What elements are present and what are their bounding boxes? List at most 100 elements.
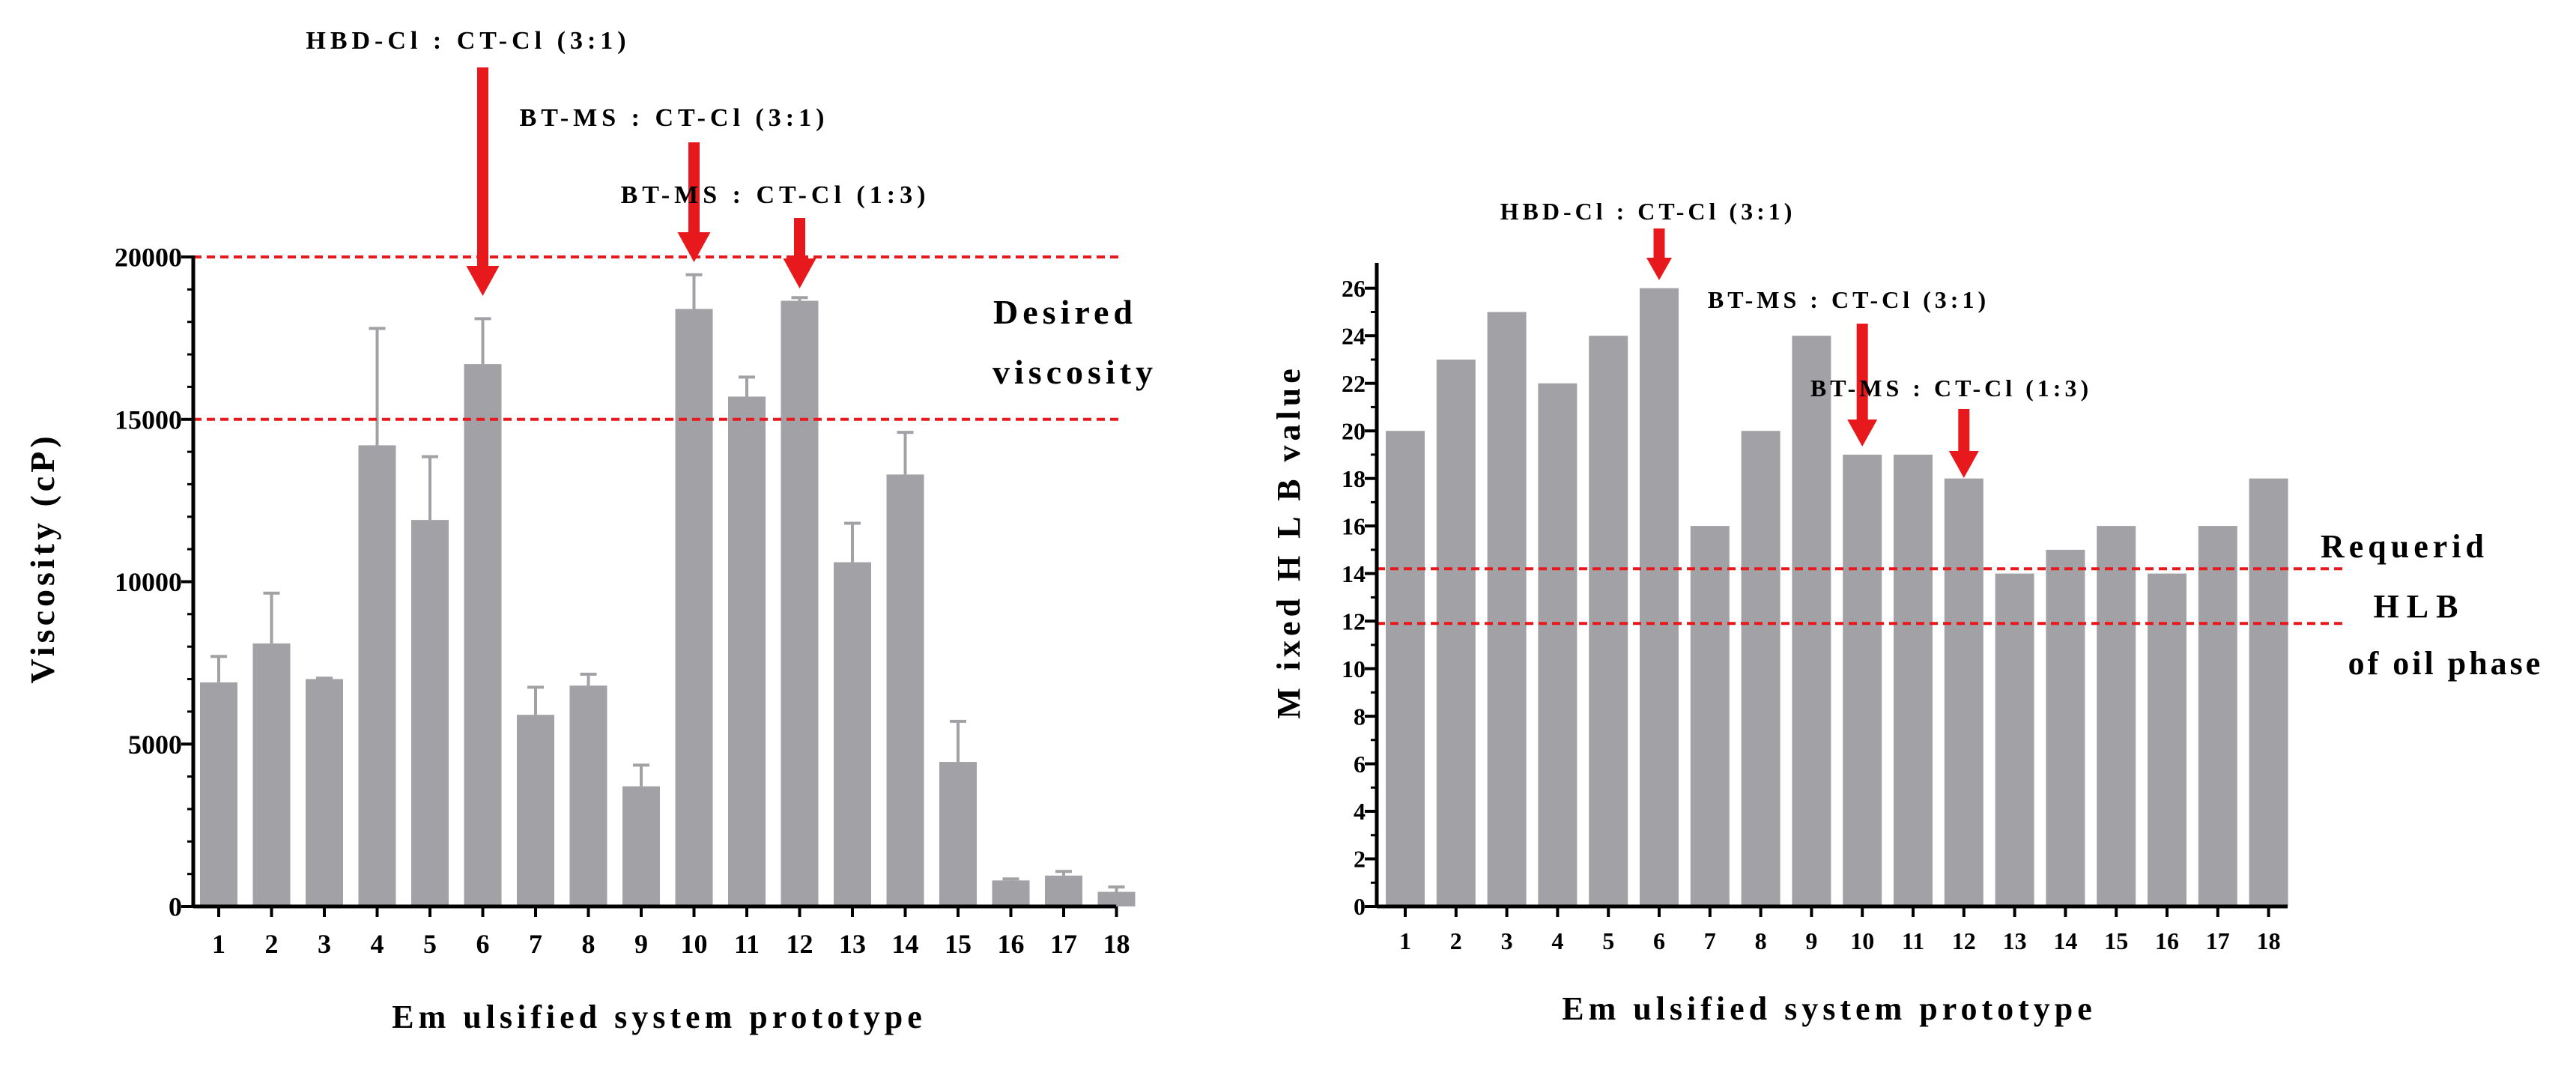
viscosity-x-tick-label: 8 <box>582 929 595 959</box>
hlb-annotation-arrow-head <box>1646 258 1672 280</box>
viscosity-x-tick-label: 13 <box>839 929 866 959</box>
viscosity-bar <box>781 300 819 906</box>
hlb-bar <box>2097 526 2136 906</box>
hlb-x-tick-label: 15 <box>2104 927 2128 954</box>
hlb-y-tick-label: 4 <box>1354 798 1366 825</box>
hlb-y-tick-label: 8 <box>1354 703 1366 730</box>
hlb-bar <box>1792 336 1831 906</box>
hlb-y-tick-label: 12 <box>1342 608 1366 635</box>
viscosity-annotation-label: BT-MS : CT-Cl (3:1) <box>520 104 829 132</box>
viscosity-annotation-arrow-head <box>783 258 816 288</box>
hlb-y-tick-label: 26 <box>1342 275 1366 302</box>
viscosity-annotation-label: HBD-Cl : CT-Cl (3:1) <box>306 27 630 55</box>
viscosity-x-tick-label: 12 <box>787 929 813 959</box>
hlb-bar <box>2148 573 2186 906</box>
viscosity-bar <box>992 880 1030 906</box>
viscosity-y-tick-label: 0 <box>169 892 182 922</box>
viscosity-x-tick-label: 3 <box>318 929 331 959</box>
hlb-x-tick-label: 11 <box>1902 927 1924 954</box>
hlb-bar <box>1386 431 1425 906</box>
hlb-annotation-arrow-shaft <box>1653 228 1665 258</box>
hlb-y-tick-label: 6 <box>1354 751 1366 778</box>
hlb-bar <box>1589 336 1628 906</box>
viscosity-bar <box>675 309 713 906</box>
hlb-y-tick-label: 22 <box>1342 370 1366 397</box>
viscosity-chart: Viscosity (cP) Em ulsified system protot… <box>23 27 1157 1035</box>
hlb-x-tick-label: 14 <box>2053 927 2077 954</box>
viscosity-y-tick-label: 15000 <box>115 405 182 434</box>
hlb-x-tick-label: 13 <box>2003 927 2027 954</box>
viscosity-y-tick-label: 10000 <box>115 567 182 597</box>
hlb-annotation-arrow-head <box>1847 420 1878 446</box>
hlb-region-label-line3: of oil phase <box>2348 645 2544 682</box>
hlb-chart: M ixed H L B value Em ulsified system pr… <box>1270 198 2544 1027</box>
viscosity-bar <box>622 786 660 906</box>
viscosity-bar <box>200 682 237 906</box>
hlb-bar <box>1640 288 1679 906</box>
viscosity-x-tick-label: 5 <box>423 929 437 959</box>
hlb-bar <box>1436 360 1476 906</box>
viscosity-bar <box>306 679 343 906</box>
hlb-bar <box>2198 526 2237 906</box>
hlb-annotation-label: BT-MS : CT-Cl (3:1) <box>1708 286 1989 313</box>
hlb-y-tick-label: 24 <box>1342 322 1366 349</box>
viscosity-y-axis-title: Viscosity (cP) <box>23 432 61 683</box>
hlb-x-tick-label: 6 <box>1653 927 1665 954</box>
hlb-bar <box>1538 383 1578 906</box>
hlb-bar <box>1843 454 1882 906</box>
hlb-y-tick-label: 18 <box>1342 465 1366 492</box>
viscosity-bar <box>252 643 291 906</box>
hlb-region-label-line1: Requerid <box>2321 528 2488 565</box>
viscosity-annotation-arrow-shaft <box>688 142 700 233</box>
viscosity-x-tick-label: 11 <box>734 929 760 959</box>
viscosity-bar <box>939 762 977 906</box>
viscosity-x-tick-label: 15 <box>945 929 972 959</box>
viscosity-bar <box>834 562 871 906</box>
viscosity-bar <box>464 364 502 907</box>
hlb-x-tick-label: 5 <box>1602 927 1614 954</box>
viscosity-annotation-label: BT-MS : CT-Cl (1:3) <box>621 181 930 209</box>
hlb-x-axis-title: Em ulsified system prototype <box>1562 990 2097 1027</box>
viscosity-x-tick-label: 18 <box>1103 929 1130 959</box>
hlb-bar <box>1995 573 2034 906</box>
viscosity-bar <box>358 445 396 906</box>
viscosity-x-tick-label: 10 <box>681 929 708 959</box>
hlb-y-tick-label: 10 <box>1342 655 1366 682</box>
viscosity-annotation-arrow-head <box>466 266 500 296</box>
viscosity-region-label-line2: viscosity <box>992 353 1157 391</box>
hlb-annotation-arrow-shaft <box>1958 409 1970 452</box>
hlb-x-tick-label: 7 <box>1704 927 1716 954</box>
viscosity-annotation-arrow-head <box>677 232 711 262</box>
hlb-x-tick-label: 10 <box>1850 927 1874 954</box>
hlb-y-tick-label: 20 <box>1342 417 1366 444</box>
viscosity-bar <box>411 520 449 906</box>
hlb-bar <box>2046 549 2085 906</box>
viscosity-x-tick-label: 4 <box>371 929 384 959</box>
hlb-x-tick-label: 9 <box>1805 927 1817 954</box>
viscosity-bar <box>1097 891 1136 906</box>
viscosity-x-tick-label: 17 <box>1050 929 1077 959</box>
hlb-x-tick-label: 8 <box>1755 927 1767 954</box>
viscosity-bar <box>728 396 766 906</box>
hlb-y-axis-title: M ixed H L B value <box>1270 364 1307 718</box>
viscosity-region-label-line1: Desired <box>993 293 1137 331</box>
hlb-annotation-arrow-head <box>1948 451 1979 478</box>
hlb-x-tick-label: 18 <box>2257 927 2281 954</box>
viscosity-x-tick-label: 1 <box>212 929 225 959</box>
hlb-annotation-label: HBD-Cl : CT-Cl (3:1) <box>1500 198 1796 225</box>
hlb-x-tick-label: 1 <box>1399 927 1411 954</box>
hlb-bar <box>1741 431 1781 906</box>
hlb-y-tick-label: 2 <box>1354 846 1366 873</box>
viscosity-x-tick-label: 2 <box>265 929 279 959</box>
hlb-y-tick-label: 0 <box>1354 893 1366 920</box>
hlb-x-tick-label: 4 <box>1551 927 1563 954</box>
hlb-bar <box>1894 454 1933 906</box>
hlb-bar <box>2249 478 2288 906</box>
hlb-bar <box>1690 526 1730 906</box>
hlb-bar <box>1487 312 1527 906</box>
viscosity-x-tick-label: 9 <box>634 929 648 959</box>
viscosity-annotation-arrow-shaft <box>477 67 488 267</box>
viscosity-y-tick-label: 5000 <box>128 730 182 760</box>
hlb-region-label-line2: HLB <box>2374 588 2466 625</box>
